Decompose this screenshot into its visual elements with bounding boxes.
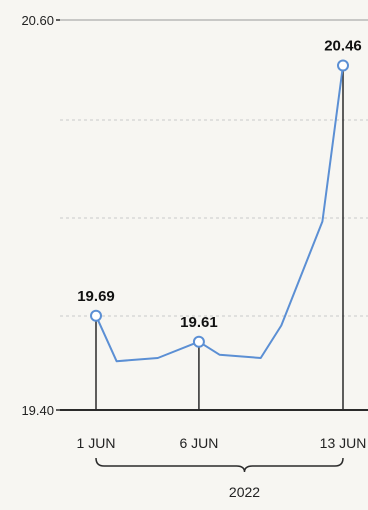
point-marker-0 (90, 309, 102, 322)
y-tick-label-1: 19.40 (21, 403, 54, 418)
x-tick-label-1: 6 JUN (179, 435, 218, 451)
data-label-2: 20.46 (324, 38, 362, 55)
x-axis-label: 2022 (229, 484, 260, 500)
series-line (95, 65, 344, 363)
data-label-1: 19.61 (180, 314, 218, 331)
data-label-0: 19.69 (77, 288, 115, 305)
point-marker-1 (192, 335, 205, 348)
point-marker-2 (337, 59, 349, 72)
date-bracket (95, 457, 344, 473)
x-tick-label-2: 13 JUN (320, 435, 367, 451)
y-tick-label-0: 20.60 (21, 13, 54, 28)
x-tick-label-0: 1 JUN (77, 435, 116, 451)
